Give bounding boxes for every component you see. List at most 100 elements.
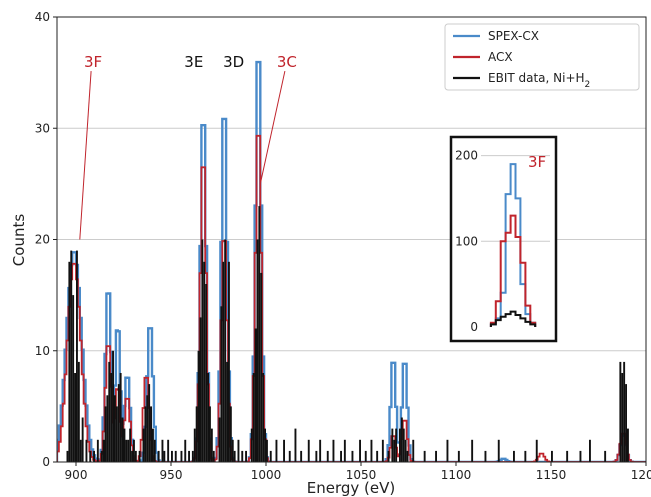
ebit-bar [446,439,449,462]
ebit-bar [364,450,367,462]
ebit-bar [102,439,105,462]
ebit-bar [435,450,437,462]
ebit-bar [161,439,164,462]
x-axis-label: Energy (eV) [307,479,395,497]
series-acx-line [57,134,646,462]
ebit-bar [579,450,582,462]
ebit-bar [402,428,405,462]
ebit-bar [621,373,624,462]
ebit-bar [68,261,71,462]
ebit-bar [524,450,527,462]
ebit-bar [199,317,202,462]
ebit-bar [129,428,132,462]
ebit-bar [229,406,232,462]
ebit-bar [294,428,297,462]
ebit-bar [115,406,118,462]
ebit-bar [412,439,415,462]
ebit-bar [258,206,261,462]
ebit-bar [117,384,120,462]
ebit-bar [220,306,223,462]
legend-label-spex: SPEX-CX [488,29,539,43]
ebit-bar [108,361,111,462]
ebit-bar [74,373,76,462]
ebit-bar [157,450,160,462]
ebit-bar [191,450,194,462]
inset-ebit-line [489,310,537,327]
ebit-bar [153,439,156,462]
inset-tick-label: 100 [455,234,478,248]
ebit-bar [203,261,206,462]
ebit-bar [210,428,213,462]
ebit-bar [150,406,152,462]
ebit-bar [376,450,379,462]
ebit-bar [207,373,209,462]
legend: SPEX-CX ACX EBIT data, Ni+H2 [444,23,640,91]
ebit-bar [222,261,225,462]
ebit-bar [66,450,69,462]
ebit-bar [205,284,208,462]
ebit-bar [343,439,346,462]
annotation-3d: 3D [223,53,244,71]
ebit-bar [134,450,137,462]
ebit-bar [332,439,335,462]
ebit-bar [623,361,626,462]
ebit-bar [209,406,211,462]
ebit-bar [152,428,154,462]
ebit-bar [106,395,109,462]
ebit-bar [264,428,266,462]
ebit-bar [138,450,141,462]
ebit-bar [471,439,474,462]
ebit-bar [513,450,515,462]
ebit-bar [326,450,329,462]
ebit-bar [315,450,318,462]
ebit-bar [188,450,190,462]
ebit-bar [340,450,342,462]
ebit-bar [551,450,553,462]
ebit-bar [237,439,240,462]
x-tick-label: 1150 [536,468,567,482]
x-tick-label: 950 [160,468,183,482]
ebit-bar [110,373,113,462]
ebit-bar [127,439,130,462]
ebit-bar [399,428,401,462]
ebit-bar [381,439,384,462]
ebit-bar [589,439,591,462]
x-tick-label: 1200 [631,468,651,482]
ebit-bar [370,439,373,462]
ebit-bar [619,361,622,462]
inset-acx-line [489,214,537,327]
annotation-3f: 3F [84,53,102,71]
ebit-bar [144,406,147,462]
ebit-bar [245,450,247,462]
ebit-bar [457,450,460,462]
y-tick-label: 40 [35,10,50,24]
y-axis-label: Counts [10,214,28,267]
ebit-bar [307,439,310,462]
ebit-bar [180,450,183,462]
ebit-bar [167,439,170,462]
ebit-bar [125,439,128,462]
series-spex-cx-line [57,60,646,462]
ebit-bar [193,428,196,462]
y-tick-label: 20 [35,233,50,247]
ebit-bar [497,439,500,462]
ebit-bar [627,428,629,462]
ebit-bar [566,450,569,462]
annotation-leader-line [79,71,92,240]
ebit-bar [241,450,244,462]
ebit-bar [81,417,84,462]
peak-annotations: 3F 3E 3D 3C [79,53,297,240]
ebit-bar [174,450,177,462]
ebit-bar [85,439,88,462]
ebit-bar [266,439,268,462]
inset-label: 3F [528,153,546,171]
annotation-3c: 3C [277,53,297,71]
ebit-bar [228,261,230,462]
ebit-bar [262,373,265,462]
annotation-3e: 3E [184,53,203,71]
ebit-bar [283,439,285,462]
ebit-bar [131,450,133,462]
ebit-bar [201,239,204,462]
ebit-bar [254,328,257,462]
ebit-bar [231,439,234,462]
